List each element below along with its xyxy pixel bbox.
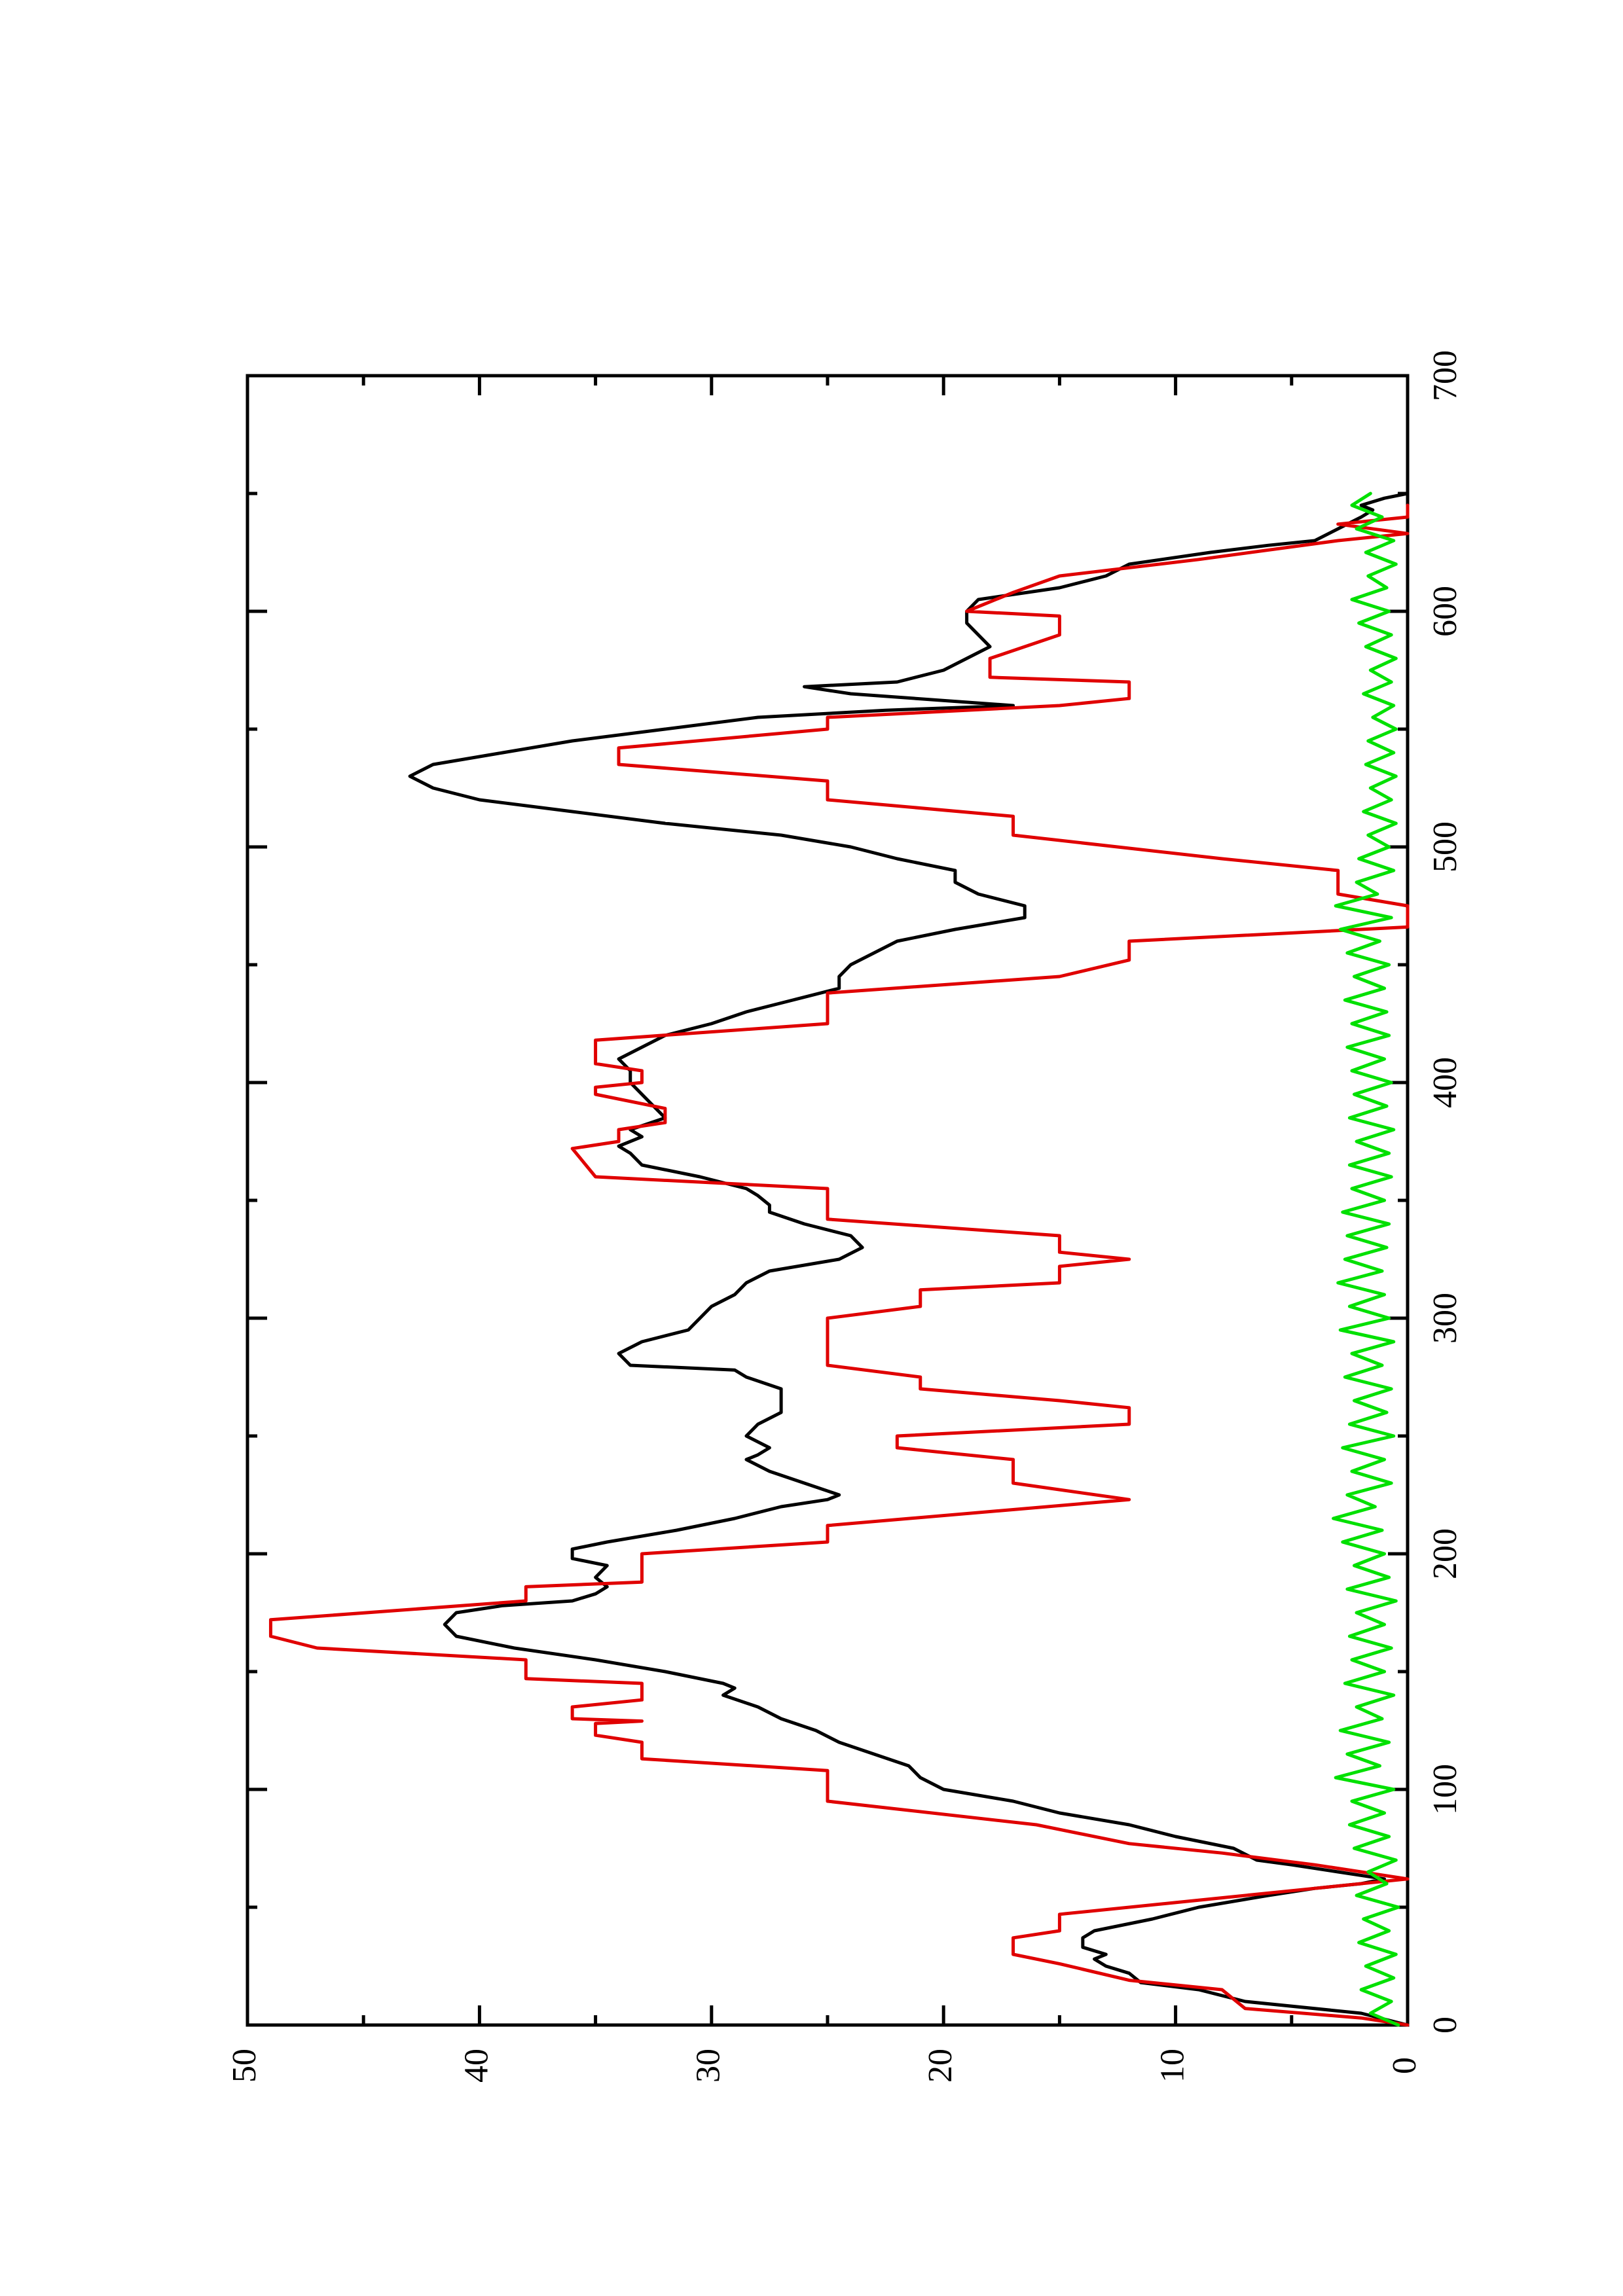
x-tick-label-4: 400 — [1427, 1057, 1464, 1108]
x-tick-label-2: 200 — [1427, 1528, 1464, 1579]
y-tick-label-3: 30 — [690, 2049, 727, 2083]
y-tick-label-4: 40 — [458, 2049, 495, 2083]
plot-root: 0 100 200 300 400 500 600 700 0 10 20 30 40 50 — [226, 350, 1464, 2083]
x-tick-label-1: 100 — [1427, 1764, 1464, 1815]
x-tick-label-0: 0 — [1427, 2017, 1464, 2034]
y-tick-label-0: 0 — [1386, 2057, 1423, 2074]
x-tick-label-5: 500 — [1427, 821, 1464, 872]
series-line-1 — [268, 503, 1410, 2027]
y-tick-label-5: 50 — [226, 2049, 263, 2083]
y-tick-label-2: 20 — [922, 2049, 959, 2083]
y-tick-label-1: 10 — [1154, 2049, 1192, 2083]
x-tick-label-3: 300 — [1427, 1293, 1464, 1344]
x-tick-label-6: 600 — [1427, 586, 1464, 637]
series-layer — [268, 492, 1410, 2027]
series-line-0 — [408, 492, 1410, 2027]
x-tick-label-7: 700 — [1427, 350, 1464, 401]
series-line-2 — [1332, 492, 1400, 2027]
labels-layer: 0 100 200 300 400 500 600 700 0 10 20 30 40 50 — [226, 350, 1464, 2083]
